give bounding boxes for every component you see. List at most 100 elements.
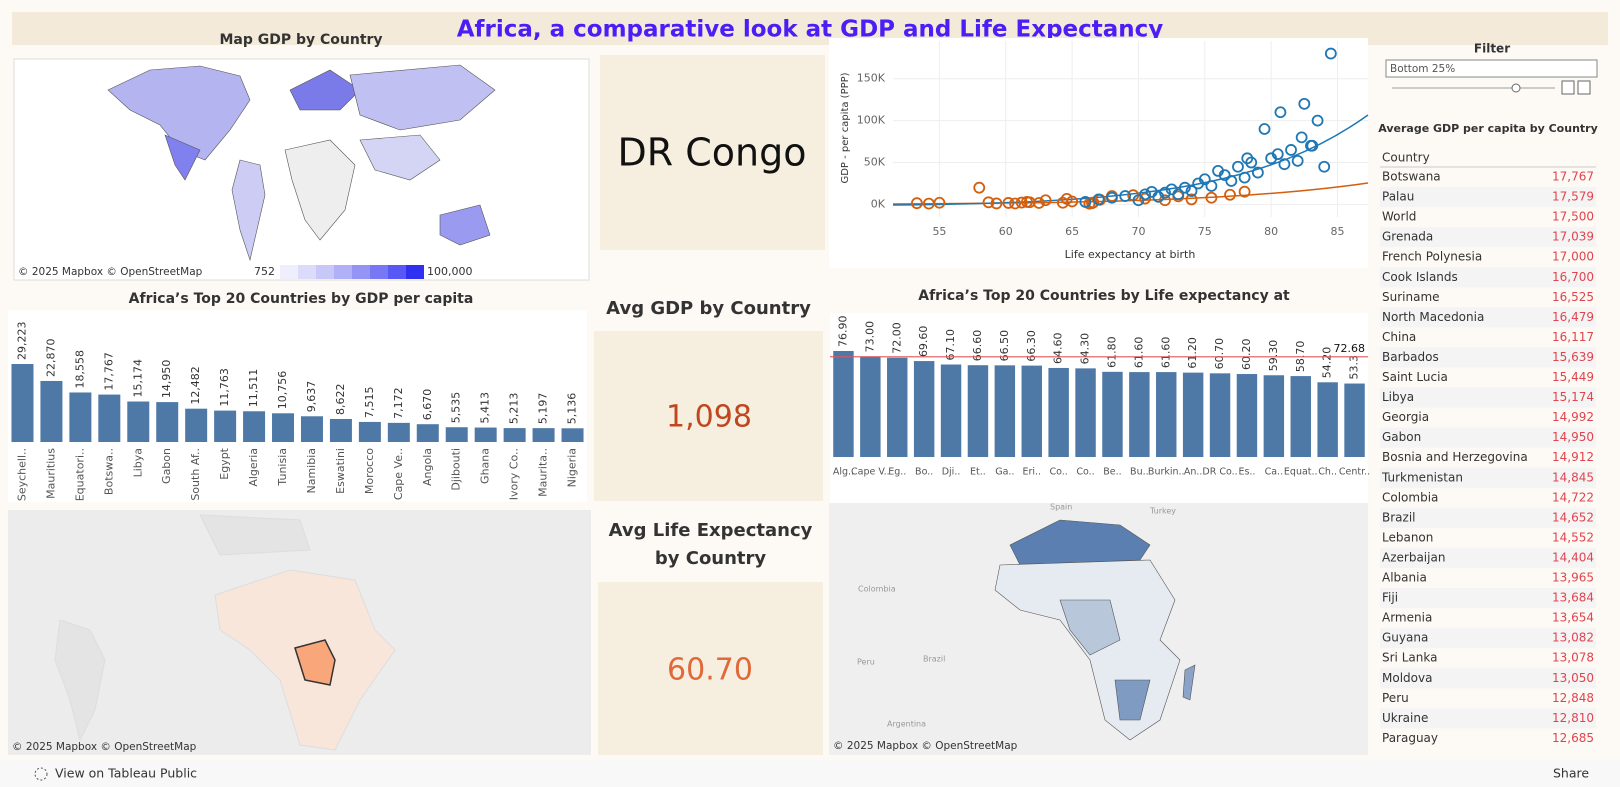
point (1258, 123, 1271, 135)
table-cell: Palau (1382, 190, 1414, 204)
point (1015, 196, 1028, 209)
category-label: Cape Ve.. (392, 448, 405, 500)
point (1178, 181, 1191, 194)
bar (1263, 375, 1285, 457)
bar (1075, 368, 1096, 457)
table-row-bg (1380, 588, 1596, 609)
attribution: © 2025 Mapbox © OpenStreetMap (18, 266, 203, 278)
footer-link[interactable]: View on Tableau Public (55, 766, 197, 781)
point (1066, 195, 1079, 208)
world-map (107, 64, 496, 262)
map-label: Argentina (887, 720, 926, 729)
value-label: 54.20 (1321, 347, 1334, 379)
table-cell: Botswana (1382, 170, 1441, 184)
point (1172, 188, 1185, 201)
category-label: Djibouti (450, 448, 463, 491)
table-cell: 13,965 (1552, 571, 1594, 585)
point (1274, 106, 1287, 119)
legend-ramp (280, 265, 424, 279)
value-label: 61.60 (1132, 337, 1145, 369)
table-cell: Cook Islands (1382, 270, 1458, 284)
slider-handle[interactable] (1511, 83, 1521, 93)
table-row-bg (1380, 267, 1596, 288)
point (982, 196, 995, 209)
map-label: Peru (857, 658, 875, 667)
y-tick-label: 100K (857, 114, 886, 127)
prev-button[interactable] (1561, 80, 1575, 95)
category-label: Burkin.. (1148, 467, 1185, 478)
table-cell: Guyana (1382, 631, 1428, 645)
bar (1129, 372, 1150, 457)
x-axis-label: Life expectancy at birth (1065, 248, 1196, 261)
table-row-bg (1380, 187, 1596, 208)
table-cell: Turkmenistan (1381, 470, 1463, 484)
y-tick-label: 50K (864, 156, 886, 169)
kpi-value: 60.70 (667, 653, 753, 688)
table-row-bg (1380, 628, 1596, 649)
value-label: 66.50 (998, 330, 1011, 362)
bar (887, 357, 908, 457)
table-cell: China (1382, 330, 1416, 344)
point (910, 197, 923, 210)
point (1092, 193, 1105, 206)
table-cell: Moldova (1382, 671, 1432, 685)
table-cell: 14,652 (1552, 510, 1594, 524)
table-cell: 15,449 (1552, 370, 1594, 384)
category-label: Bo.. (915, 467, 933, 478)
point (1224, 188, 1236, 201)
value-label: 5,197 (537, 393, 550, 425)
x-tick-label: 55 (932, 225, 946, 238)
x-tick-label: 85 (1330, 225, 1344, 238)
x-tick-label: 80 (1264, 225, 1278, 238)
bar (967, 365, 989, 457)
value-label: 5,213 (508, 393, 521, 425)
point (1079, 196, 1092, 208)
filter-input[interactable] (1385, 59, 1598, 78)
table-cell: World (1382, 210, 1416, 224)
category-label: Angola (421, 448, 434, 486)
point (1159, 194, 1171, 207)
legend-min: 752 (254, 265, 275, 278)
kpi-panel (600, 55, 825, 250)
value-label: 6,670 (421, 389, 434, 421)
table-cell: Albania (1382, 571, 1427, 585)
bar (416, 424, 439, 442)
legend-max: 100,000 (427, 265, 473, 278)
table-cell: Armenia (1382, 611, 1432, 625)
point (1306, 139, 1319, 152)
category-label: Egypt (218, 447, 231, 479)
table-cell: Libya (1382, 390, 1414, 404)
value-label: 12,482 (189, 366, 202, 405)
category-label: Be.. (1103, 467, 1121, 478)
x-tick-label: 65 (1065, 225, 1079, 238)
category-label: Dji.. (942, 467, 961, 478)
table-row-bg (1380, 307, 1596, 328)
table-row-bg (1380, 708, 1596, 729)
chart-title: Africa’s Top 20 Countries by GDP per cap… (129, 291, 474, 307)
point (1311, 114, 1324, 127)
share-button[interactable]: Share (1553, 766, 1589, 781)
tableau-icon (34, 767, 48, 781)
table-cell: 14,992 (1552, 410, 1594, 424)
value-label: 15,174 (131, 359, 144, 398)
point (1232, 160, 1244, 173)
point (1039, 194, 1052, 207)
attribution: © 2025 Mapbox © OpenStreetMap (833, 740, 1018, 752)
point (933, 196, 946, 209)
table-cell: Colombia (1382, 490, 1438, 504)
y-tick-label: 150K (857, 72, 886, 85)
point (1324, 47, 1337, 60)
next-button[interactable] (1577, 80, 1591, 95)
point (1198, 173, 1211, 186)
value-label: 72.00 (890, 322, 903, 354)
bar (387, 422, 410, 442)
table-cell: Paraguay (1382, 731, 1438, 745)
value-label: 53.3 (1348, 355, 1361, 380)
bar (214, 410, 237, 442)
bar (1182, 372, 1204, 457)
table-cell: 12,685 (1552, 731, 1594, 745)
bar (11, 364, 34, 442)
category-label: Namibia (305, 448, 318, 494)
x-tick-label: 70 (1131, 225, 1145, 238)
